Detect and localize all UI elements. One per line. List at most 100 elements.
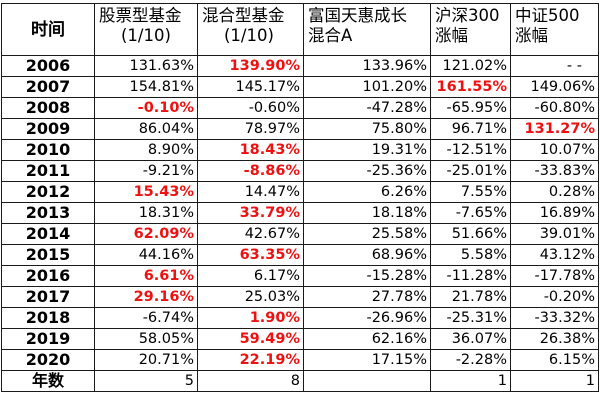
return-cell: -25.01% [430, 160, 511, 182]
table-row: 2020 20.71% 22.19% 17.15% -2.28% 6.15% [1, 349, 599, 371]
return-cell: 161.55% [430, 76, 511, 98]
table-row: 2018 -6.74% 1.90% -26.96% -25.31% -33.32% [1, 307, 599, 329]
return-cell: -0.10% [94, 97, 198, 119]
return-cell: 20.71% [94, 349, 198, 371]
return-cell: 26.38% [510, 328, 599, 350]
return-cell: 6.61% [94, 265, 198, 287]
return-cell: 8.90% [94, 139, 198, 161]
return-cell: -12.51% [430, 139, 511, 161]
return-cell: 86.04% [94, 118, 198, 140]
return-cell: -6.74% [94, 307, 198, 329]
return-cell: -65.95% [430, 97, 511, 119]
return-cell: -60.80% [510, 97, 599, 119]
return-cell: 121.02% [430, 55, 511, 77]
year-cell: 2017 [1, 286, 95, 308]
year-cell: 2010 [1, 139, 95, 161]
year-cell: 2016 [1, 265, 95, 287]
return-cell: 75.80% [303, 118, 431, 140]
return-cell: 22.19% [197, 349, 304, 371]
header-csi300-title: 沪深300 [435, 6, 500, 25]
return-cell: 21.78% [430, 286, 511, 308]
year-cell: 2020 [1, 349, 95, 371]
return-cell: 18.31% [94, 202, 198, 224]
year-cell: 2011 [1, 160, 95, 182]
return-cell: -7.65% [430, 202, 511, 224]
header-fuguo-tianhui-subtitle: 混合A [308, 26, 353, 45]
table-row: 2008 -0.10% -0.60% -47.28% -65.95% -60.80% [1, 97, 599, 119]
return-cell: 96.71% [430, 118, 511, 140]
return-cell: 18.18% [303, 202, 431, 224]
return-cell: -25.31% [430, 307, 511, 329]
header-stock-fund-title: 股票型基金 [99, 6, 182, 25]
return-cell: -26.96% [303, 307, 431, 329]
return-cell: -2.28% [430, 349, 511, 371]
header-fuguo-tianhui-title: 富国天惠成长 [308, 6, 407, 25]
return-cell: 43.12% [510, 244, 599, 266]
return-cell: 10.07% [510, 139, 599, 161]
return-cell: 5.58% [430, 244, 511, 266]
return-cell: 1.90% [197, 307, 304, 329]
count-cell: 1 [510, 370, 599, 392]
return-cell: 27.78% [303, 286, 431, 308]
return-cell: 63.35% [197, 244, 304, 266]
return-cell: 25.03% [197, 286, 304, 308]
return-cell: 36.07% [430, 328, 511, 350]
year-cell: 2008 [1, 97, 95, 119]
return-cell: 33.79% [197, 202, 304, 224]
table-row: 2013 18.31% 33.79% 18.18% -7.65% 16.89% [1, 202, 599, 224]
return-cell: 139.90% [197, 55, 304, 77]
return-cell: 131.27% [510, 118, 599, 140]
return-cell: 29.16% [94, 286, 198, 308]
year-cell: 2019 [1, 328, 95, 350]
header-hybrid-fund-note: (1/10) [224, 26, 274, 45]
return-cell: 145.17% [197, 76, 304, 98]
return-cell: 101.20% [303, 76, 431, 98]
return-cell: - - [510, 55, 599, 77]
year-cell: 2009 [1, 118, 95, 140]
return-cell: 6.17% [197, 265, 304, 287]
header-csi300: 沪深300 涨幅 [430, 3, 511, 56]
return-cell: -11.28% [430, 265, 511, 287]
year-cell: 2014 [1, 223, 95, 245]
return-cell: 18.43% [197, 139, 304, 161]
return-cell: 17.15% [303, 349, 431, 371]
return-cell: 133.96% [303, 55, 431, 77]
return-cell: -47.28% [303, 97, 431, 119]
return-cell: 7.55% [430, 181, 511, 203]
header-hybrid-fund: 混合型基金 (1/10) [197, 3, 304, 56]
header-year: 时间 [1, 3, 95, 56]
header-stock-fund-note: (1/10) [121, 26, 171, 45]
return-cell: 25.58% [303, 223, 431, 245]
header-csi500: 中证500 涨幅 [510, 3, 599, 56]
return-cell: 58.05% [94, 328, 198, 350]
return-cell: 62.09% [94, 223, 198, 245]
count-cell: 8 [197, 370, 304, 392]
return-cell: 44.16% [94, 244, 198, 266]
return-cell: 6.15% [510, 349, 599, 371]
table-header: 时间 股票型基金 (1/10) 混合型基金 (1/10) 富国天惠成长 混合A 沪深3… [1, 3, 599, 56]
count-cell [303, 370, 431, 392]
table-row: 2014 62.09% 42.67% 25.58% 51.66% 39.01% [1, 223, 599, 245]
return-cell: 15.43% [94, 181, 198, 203]
table-row: 2019 58.05% 59.49% 62.16% 36.07% 26.38% [1, 328, 599, 350]
count-cell: 5 [94, 370, 198, 392]
return-cell: 51.66% [430, 223, 511, 245]
return-cell: -8.86% [197, 160, 304, 182]
header-stock-fund: 股票型基金 (1/10) [94, 3, 198, 56]
table-row: 2006 131.63% 139.90% 133.96% 121.02% - - [1, 55, 599, 77]
header-csi500-subtitle: 涨幅 [515, 26, 548, 45]
return-cell: 149.06% [510, 76, 599, 98]
count-cell: 1 [430, 370, 511, 392]
return-cell: 78.97% [197, 118, 304, 140]
table-body: 2006 131.63% 139.90% 133.96% 121.02% - -2007 1… [1, 55, 599, 392]
table-row: 2016 6.61% 6.17% -15.28% -11.28% -17.78% [1, 265, 599, 287]
table-row: 2007 154.81% 145.17% 101.20% 161.55% 149.06% [1, 76, 599, 98]
year-cell: 2006 [1, 55, 95, 77]
return-cell: 14.47% [197, 181, 304, 203]
return-cell: 0.28% [510, 181, 599, 203]
year-cell: 2015 [1, 244, 95, 266]
return-cell: -15.28% [303, 265, 431, 287]
return-cell: -33.83% [510, 160, 599, 182]
header-row: 时间 股票型基金 (1/10) 混合型基金 (1/10) 富国天惠成长 混合A 沪深3… [1, 3, 599, 56]
return-cell: 16.89% [510, 202, 599, 224]
